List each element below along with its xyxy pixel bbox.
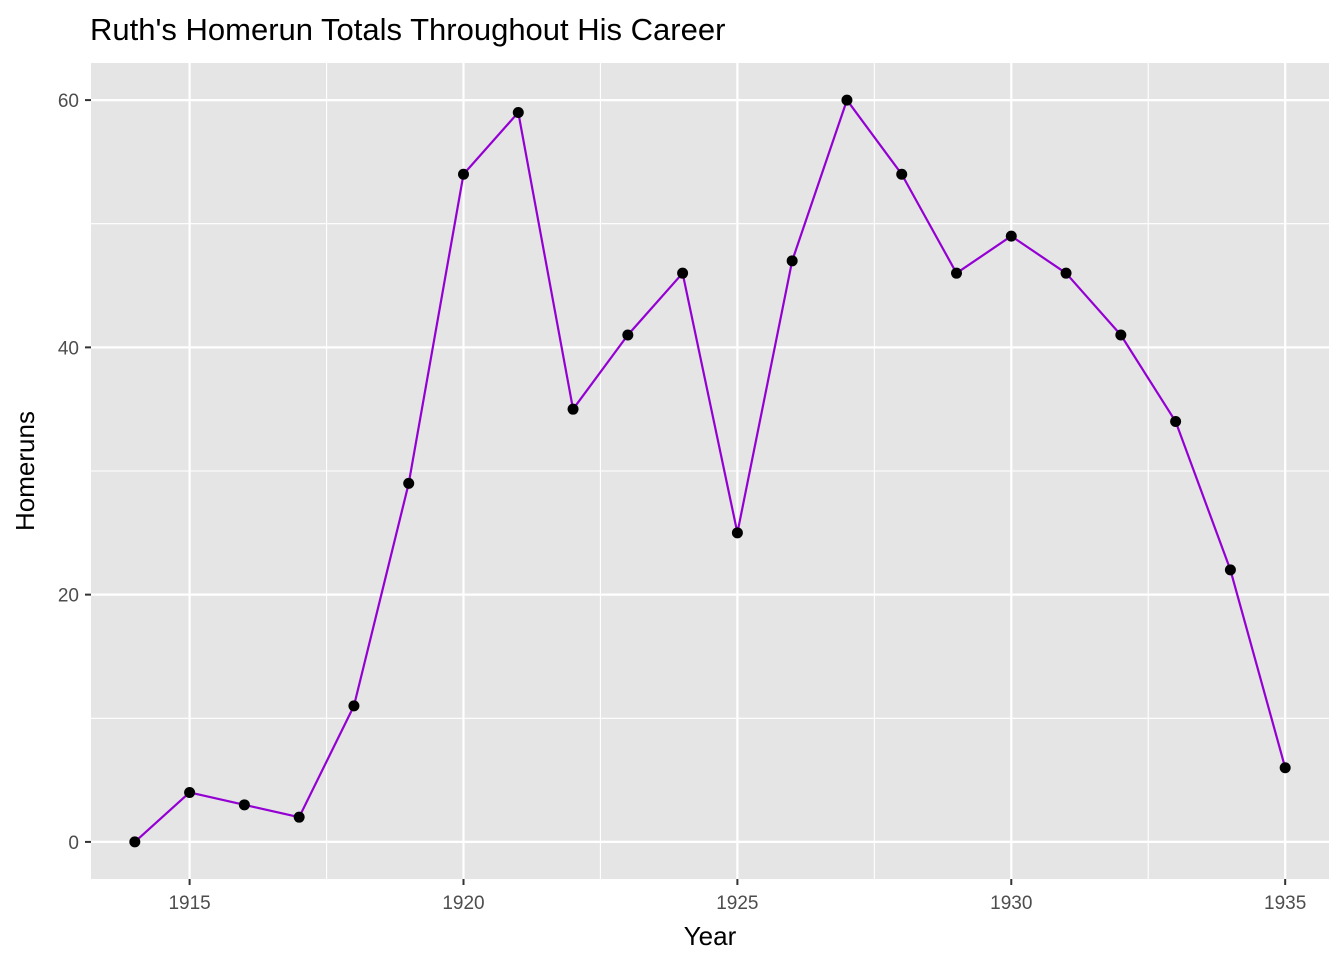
x-tick-label: 1915: [168, 893, 210, 914]
data-point: [403, 477, 415, 489]
series-layer: [129, 94, 1291, 848]
data-point: [293, 811, 305, 823]
y-tick-label: 20: [58, 586, 79, 607]
data-point: [786, 255, 798, 267]
x-tick-label: 1925: [716, 893, 758, 914]
data-point: [731, 527, 743, 539]
data-point: [512, 106, 524, 118]
data-point: [622, 329, 634, 341]
data-point: [1115, 329, 1127, 341]
y-tick-label: 60: [58, 91, 79, 112]
data-point: [348, 700, 360, 712]
y-tick-label: 40: [58, 338, 79, 359]
data-point: [1170, 416, 1182, 428]
y-axis: 0 20 40 60: [58, 91, 91, 854]
data-point: [1279, 762, 1291, 774]
data-point: [841, 94, 853, 106]
x-axis-title: Year: [684, 921, 737, 951]
data-point: [184, 786, 196, 798]
x-axis: 1915 1920 1925 1930 1935: [168, 879, 1306, 914]
y-axis-title: Homeruns: [10, 411, 40, 531]
data-point: [951, 267, 963, 279]
data-point: [238, 799, 250, 811]
data-point: [129, 836, 141, 848]
chart-title: Ruth's Homerun Totals Throughout His Car…: [90, 12, 725, 47]
major-gridlines: [91, 63, 1329, 879]
data-point: [677, 267, 689, 279]
data-point: [1005, 230, 1017, 242]
data-point: [457, 168, 469, 180]
data-point: [567, 403, 579, 415]
data-point: [1060, 267, 1072, 279]
y-tick-label: 0: [68, 833, 79, 854]
data-point: [896, 168, 908, 180]
x-tick-label: 1930: [990, 893, 1032, 914]
series-line: [134, 98, 1287, 843]
data-point: [1224, 564, 1236, 576]
x-tick-label: 1920: [442, 893, 484, 914]
minor-gridlines: [91, 63, 1329, 879]
x-tick-label: 1935: [1264, 893, 1306, 914]
